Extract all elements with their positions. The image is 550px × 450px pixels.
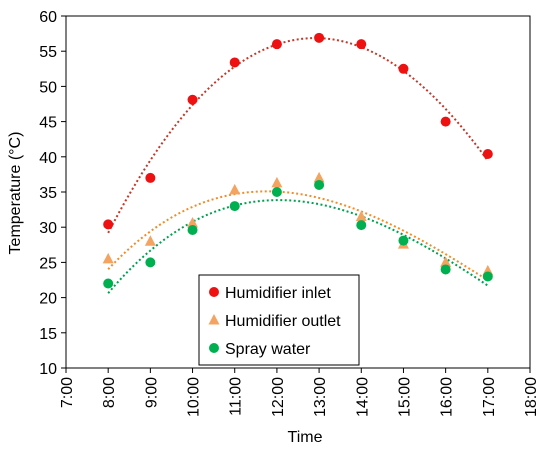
trendline <box>107 37 489 234</box>
x-axis: 7:00 8:00 9:00 10:00 11:00 12:00 13:00 14:00 15:… <box>59 368 540 417</box>
y-axis-title: Temperature (°C) <box>7 132 24 255</box>
legend-label: Humidifier outlet <box>225 313 341 330</box>
x-tick-label: 11:00 <box>228 377 245 416</box>
x-tick-label: 18:00 <box>523 377 540 417</box>
y-tick-label: 40 <box>39 150 57 167</box>
trendline <box>107 190 489 282</box>
data-point <box>229 183 241 195</box>
x-tick-label: 16:00 <box>439 377 456 417</box>
x-tick-label: 10:00 <box>186 377 203 417</box>
data-point <box>229 201 240 212</box>
x-tick-label: 13:00 <box>312 377 329 417</box>
data-point <box>482 148 493 159</box>
data-point <box>314 32 325 43</box>
y-axis: 10 15 20 25 30 35 40 45 50 55 60 <box>39 9 66 378</box>
legend-label: Spray water <box>225 341 311 358</box>
data-point <box>356 39 367 50</box>
data-point <box>187 94 198 105</box>
data-point <box>314 179 325 190</box>
trendlines <box>107 37 489 294</box>
x-axis-title: Time <box>288 429 323 446</box>
data-point <box>229 57 240 68</box>
x-tick-label: 8:00 <box>101 377 118 408</box>
x-tick-label: 7:00 <box>59 377 76 408</box>
data-point <box>398 235 409 246</box>
data-point <box>145 172 156 183</box>
y-tick-label: 30 <box>39 220 57 237</box>
data-point <box>271 39 282 50</box>
data-point <box>103 219 114 230</box>
y-tick-label: 50 <box>39 79 57 96</box>
data-point <box>440 256 452 267</box>
legend-marker <box>209 287 219 297</box>
data-point <box>440 264 451 275</box>
legend-label: Humidifier inlet <box>225 285 331 302</box>
y-tick-label: 10 <box>39 361 57 378</box>
data-point <box>102 252 114 264</box>
y-tick-label: 60 <box>39 9 57 26</box>
x-tick-label: 9:00 <box>143 377 160 408</box>
data-point <box>103 278 114 289</box>
trendline <box>107 199 489 294</box>
data-point <box>356 220 367 231</box>
data-point <box>482 271 493 282</box>
data-points <box>102 32 494 289</box>
data-point <box>313 171 325 183</box>
data-point <box>355 210 367 222</box>
y-tick-label: 45 <box>39 115 57 132</box>
legend-marker <box>209 343 219 353</box>
x-tick-label: 12:00 <box>270 377 287 417</box>
data-point <box>271 187 282 197</box>
y-tick-label: 25 <box>39 255 57 272</box>
x-tick-label: 14:00 <box>354 377 371 417</box>
data-point <box>398 63 409 74</box>
legend-box <box>198 274 360 366</box>
y-tick-label: 35 <box>39 185 57 202</box>
legend-marker <box>208 314 220 325</box>
x-tick-label: 17:00 <box>481 377 498 417</box>
data-point <box>187 216 199 228</box>
x-tick-label: 15:00 <box>396 377 413 417</box>
y-tick-label: 15 <box>39 326 57 343</box>
y-tick-label: 20 <box>39 291 57 308</box>
data-point <box>187 225 198 236</box>
y-tick-label: 55 <box>39 44 57 61</box>
data-point <box>144 235 156 246</box>
data-point <box>145 257 156 268</box>
data-point <box>440 116 451 127</box>
data-point <box>271 176 283 188</box>
legend: Humidifier inlet Humidifier outlet Spray w… <box>198 274 360 366</box>
